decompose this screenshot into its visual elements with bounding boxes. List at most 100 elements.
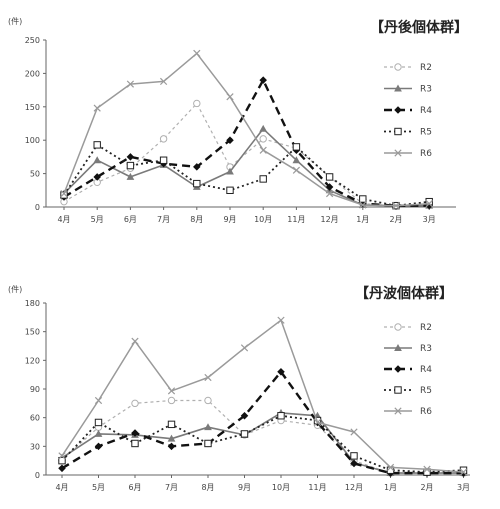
data-point-r4 [126,153,135,161]
x-tick-label: 7月 [157,215,170,224]
data-point-r6 [240,344,249,352]
data-point-r2 [167,396,176,405]
x-tick-label: 11月 [308,483,326,492]
x-tick-label: 10月 [272,483,290,492]
legend-label-r2: R2 [420,63,432,73]
series-line-r2 [61,399,464,474]
x-tick-label: 12月 [321,215,339,224]
data-point-r5 [93,141,101,149]
y-tick-label: 90 [30,385,40,394]
data-point-r6 [226,93,234,101]
data-point-r4 [131,429,139,437]
data-point-r5 [350,452,358,460]
data-point-r2 [204,396,212,405]
data-point-r3 [204,423,212,431]
data-point-r4 [240,411,249,420]
x-tick-label: 2月 [420,483,433,492]
y-tick-label: 50 [30,170,40,179]
data-point-r6 [259,146,267,154]
data-point-r3 [292,156,301,164]
series-line-r2 [63,102,430,207]
series-line-r6 [61,319,464,473]
data-point-r4 [94,442,103,451]
data-point-r3 [94,429,103,437]
y-tick-label: 180 [25,299,40,308]
x-tick-label: 4月 [57,215,70,224]
series-line-r5 [61,414,464,474]
data-point-r2 [131,399,139,408]
tamba-chart: (件) 【丹波個体群】 0 30 60 90 120 150 180 4月 5月 6月 7月 8月 9月 10… [8,284,470,492]
data-point-r4 [93,173,101,181]
data-point-r6 [94,396,103,405]
x-tick-label: 3月 [457,483,470,492]
data-point-r4 [350,459,358,468]
data-point-r6 [325,190,334,198]
legend-marker-r5 [394,386,402,394]
x-tick-label: 7月 [165,483,178,492]
data-point-r5 [359,195,367,203]
legend-label-r4: R4 [420,106,432,116]
data-point-r4 [58,464,66,473]
x-tick-label: 6月 [124,215,137,224]
legend-marker-r6 [394,407,402,415]
legend-marker-r4 [394,106,402,114]
x-tick-label: 11月 [287,215,305,224]
chart-title: 【丹波個体群】 [355,285,453,302]
x-tick-label: 2月 [389,215,402,224]
data-point-r6 [167,387,176,395]
legend-marker-r3 [394,84,402,92]
data-point-r4 [277,368,285,376]
legend-marker-r2 [394,63,402,71]
legend-marker-r5 [394,127,402,136]
y-unit-label: (件) [8,16,22,26]
legend-label-r6: R6 [420,407,432,417]
data-point-r5 [159,156,168,164]
x-tick-label: 6月 [128,483,141,492]
data-point-r5 [204,439,212,448]
data-point-r6 [60,190,68,198]
series-line-r4 [61,370,464,475]
data-point-r5 [240,430,249,438]
data-point-r4 [226,136,234,144]
series-line-r5 [63,143,430,207]
legend-label-r2: R2 [420,323,432,333]
legend-marker-r4 [394,365,402,373]
y-tick-label: 150 [25,103,40,112]
data-point-r4 [167,442,176,451]
data-point-r6 [459,468,468,476]
data-point-r5 [459,466,468,474]
data-point-r6 [193,49,201,57]
x-tick-label: 3月 [423,215,436,224]
data-point-r5 [277,412,285,420]
data-point-r4 [193,163,201,171]
y-tick-label: 100 [25,136,40,145]
legend-label-r6: R6 [420,149,432,159]
data-point-r6 [359,201,367,209]
data-point-r4 [325,183,334,191]
y-tick-label: 120 [25,356,40,365]
data-point-r6 [159,77,168,86]
data-point-r6 [350,428,358,436]
legend-marker-r3 [394,343,402,351]
series-line-r3 [63,128,430,207]
series-line-r6 [63,52,430,207]
x-tick-label: 1月 [384,483,397,492]
legend-label-r5: R5 [420,128,432,138]
x-tick-label: 1月 [356,215,369,224]
data-point-r4 [259,76,267,84]
legend-label-r4: R4 [420,365,432,375]
data-point-r5 [131,439,139,448]
data-point-r5 [292,143,301,151]
data-point-r5 [58,456,66,465]
data-point-r5 [126,161,135,170]
x-tick-label: 8月 [201,483,214,492]
data-point-r3 [259,124,268,132]
legend-label-r3: R3 [420,344,432,354]
data-point-r2 [159,135,168,143]
x-tick-label: 4月 [55,483,68,492]
x-tick-label: 8月 [190,215,203,224]
series-line-r4 [63,78,430,207]
x-tick-label: 5月 [92,483,105,492]
data-point-r6 [425,200,433,208]
y-tick-label: 0 [35,471,40,480]
